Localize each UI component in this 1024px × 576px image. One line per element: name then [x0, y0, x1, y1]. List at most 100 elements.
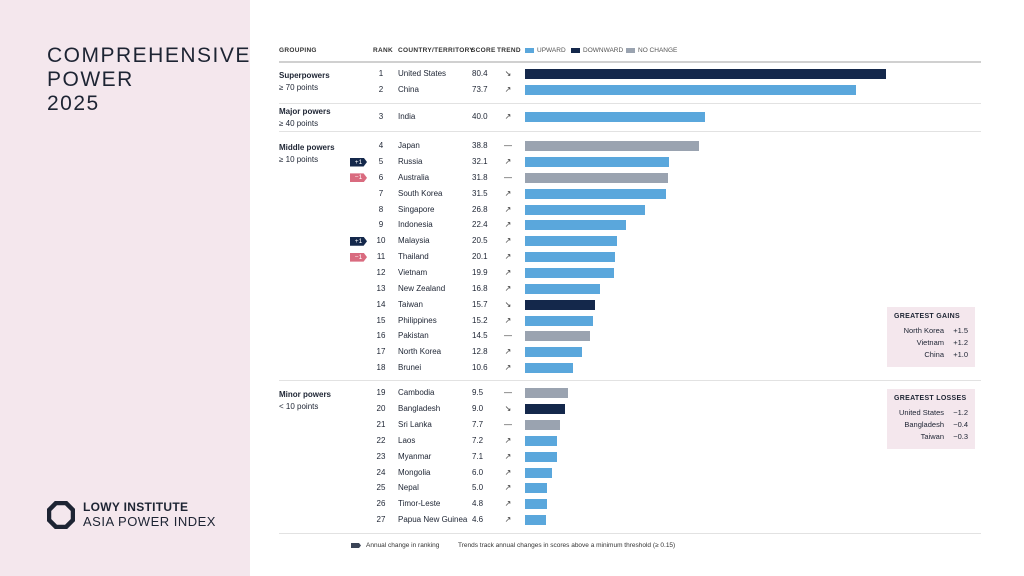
score-label: 32.1 — [472, 157, 488, 166]
rank-change-badge: −1 — [350, 173, 367, 183]
score-label: 5.0 — [472, 483, 484, 493]
country-label: Thailand — [398, 252, 429, 262]
trend-up-icon: ↗ — [504, 467, 512, 477]
rank: 23 — [376, 451, 386, 461]
rank: 21 — [376, 419, 386, 429]
country-label: Papua New Guinea — [398, 515, 468, 525]
score-label: 38.8 — [472, 141, 488, 150]
group-label-3: Minor powers < 10 points — [279, 389, 331, 413]
country-label: New Zealand — [398, 283, 446, 293]
bar-myanmar — [525, 451, 557, 462]
trend-up-icon: ↗ — [504, 188, 512, 198]
bar-russia — [525, 157, 670, 167]
country-label: Brunei — [398, 363, 422, 373]
country-label: Mongolia — [398, 467, 431, 477]
country-label: North Korea — [398, 347, 442, 357]
footer-divider — [279, 533, 981, 534]
bar-china — [525, 85, 856, 95]
country-label: Timor-Leste — [398, 499, 441, 509]
bar-australia — [525, 172, 668, 183]
rank: 8 — [378, 204, 384, 214]
header-rank: RANK — [373, 47, 393, 54]
rank: 15 — [376, 315, 386, 325]
rank-change-badge: −1 — [350, 252, 367, 262]
country-label: Taiwan — [398, 299, 423, 309]
country-label: China — [398, 85, 419, 94]
trend-none-icon: — — [504, 331, 512, 341]
rank: 25 — [376, 483, 386, 493]
greatest-losses-box: GREATEST LOSSES United States −1.2 Bangla… — [887, 389, 975, 449]
score-label: 7.7 — [472, 419, 484, 429]
rank: 9 — [378, 220, 384, 230]
country-label: Russia — [398, 157, 423, 166]
loss-item: Bangladesh −0.4 — [904, 420, 968, 429]
score-label: 4.6 — [472, 515, 484, 525]
rank: 19 — [376, 388, 386, 397]
gain-item: Vietnam +1.2 — [916, 338, 968, 347]
bar-nepal — [525, 483, 548, 494]
trend-none-icon: — — [504, 141, 512, 150]
score-label: 9.0 — [472, 403, 484, 413]
rank: 27 — [376, 515, 386, 525]
score-label: 7.2 — [472, 435, 484, 445]
bar-malaysia — [525, 236, 618, 247]
trend-down-icon: ↘ — [504, 403, 512, 413]
group-divider — [279, 131, 981, 132]
header-trend: TREND — [497, 47, 521, 54]
rank: 7 — [378, 188, 384, 198]
country-label: Laos — [398, 435, 416, 445]
rank: 6 — [378, 172, 384, 182]
score-label: 7.1 — [472, 451, 484, 461]
score-label: 16.8 — [472, 283, 488, 293]
rank: 10 — [376, 236, 386, 246]
score-label: 73.7 — [472, 85, 488, 94]
trend-up-icon: ↗ — [504, 252, 512, 262]
bar-philippines — [525, 315, 594, 326]
rank: 11 — [376, 252, 386, 262]
bar-south-korea — [525, 188, 667, 199]
country-label: United States — [398, 69, 447, 78]
rank: 2 — [378, 85, 384, 94]
group-name: Middle powers — [279, 143, 335, 152]
legend-upward: UPWARD — [525, 47, 566, 54]
trend-down-icon: ↘ — [504, 299, 512, 309]
score-label: 15.2 — [472, 315, 488, 325]
bar-bangladesh — [525, 403, 566, 414]
rank-change-badge: +1 — [350, 236, 367, 246]
trend-up-icon: ↗ — [504, 267, 512, 277]
rank-badge-icon — [351, 543, 361, 548]
group-threshold: ≥ 40 points — [279, 119, 319, 128]
trend-up-icon: ↗ — [504, 220, 512, 230]
legend-no-change: NO CHANGE — [626, 47, 677, 54]
bar-thailand — [525, 252, 616, 263]
country-label: Bangladesh — [398, 403, 441, 413]
score-label: 19.9 — [472, 267, 488, 277]
bar-north-korea — [525, 347, 583, 358]
bar-sri-lanka — [525, 419, 560, 430]
rank: 4 — [378, 141, 384, 150]
rank: 13 — [376, 283, 386, 293]
bar-united-states — [525, 69, 886, 79]
trend-up-icon: ↗ — [504, 157, 512, 166]
score-label: 6.0 — [472, 467, 484, 477]
bar-laos — [525, 435, 558, 446]
score-label: 20.1 — [472, 252, 488, 262]
rank: 3 — [378, 112, 384, 121]
bar-brunei — [525, 363, 573, 374]
score-label: 31.8 — [472, 172, 488, 182]
bar-singapore — [525, 204, 646, 215]
header-divider — [279, 61, 981, 63]
group-divider — [279, 103, 981, 104]
rank-change-badge: +1 — [350, 157, 367, 167]
group-label-1: Major powers ≥ 40 points — [279, 106, 331, 130]
year: 2025 — [47, 92, 100, 115]
score-label: 14.5 — [472, 331, 488, 341]
score-label: 9.5 — [472, 388, 484, 397]
country-label: Nepal — [398, 483, 419, 493]
trend-down-icon: ↘ — [504, 69, 512, 78]
rank: 20 — [376, 403, 386, 413]
trend-up-icon: ↗ — [504, 363, 512, 373]
legend-downward: DOWNWARD — [571, 47, 623, 54]
country-label: Singapore — [398, 204, 435, 214]
group-name: Minor powers — [279, 390, 332, 399]
